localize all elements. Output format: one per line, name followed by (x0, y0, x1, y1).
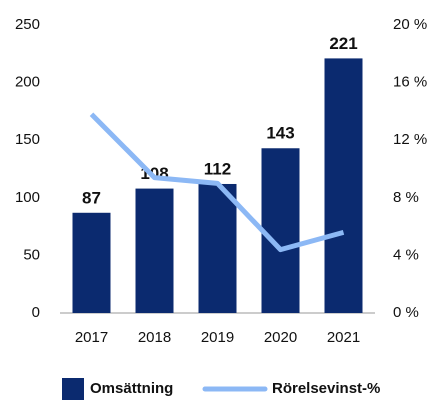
bar (72, 212, 111, 313)
x-tick-label: 2017 (75, 329, 108, 346)
y2-tick-label: 8 % (393, 189, 419, 206)
bar (261, 148, 300, 313)
y-tick-label: 0 (32, 304, 40, 321)
y-tick-label: 100 (15, 189, 40, 206)
y-tick-label: 200 (15, 74, 40, 91)
legend-swatch (62, 378, 84, 400)
y-tick-label: 150 (15, 131, 40, 148)
y2-tick-label: 4 % (393, 246, 419, 263)
data-label: 143 (266, 124, 294, 143)
y2-tick-label: 20 % (393, 16, 427, 33)
y2-tick-label: 16 % (393, 74, 427, 91)
bar (198, 183, 237, 313)
legend-label: Rörelsevinst-% (272, 380, 380, 397)
bar (324, 58, 363, 313)
y-tick-label: 250 (15, 16, 40, 33)
bar (135, 188, 174, 313)
data-label: 87 (82, 188, 101, 207)
legend-label: Omsättning (90, 380, 173, 397)
data-label: 112 (204, 159, 231, 178)
y-tick-label: 50 (23, 246, 40, 263)
x-tick-label: 2020 (264, 329, 297, 346)
y2-tick-label: 0 % (393, 304, 419, 321)
x-tick-label: 2021 (327, 329, 360, 346)
line (89, 112, 345, 253)
x-tick-label: 2019 (201, 329, 234, 346)
x-tick-label: 2018 (138, 329, 171, 346)
y2-tick-label: 12 % (393, 131, 427, 148)
data-label: 221 (329, 34, 357, 53)
